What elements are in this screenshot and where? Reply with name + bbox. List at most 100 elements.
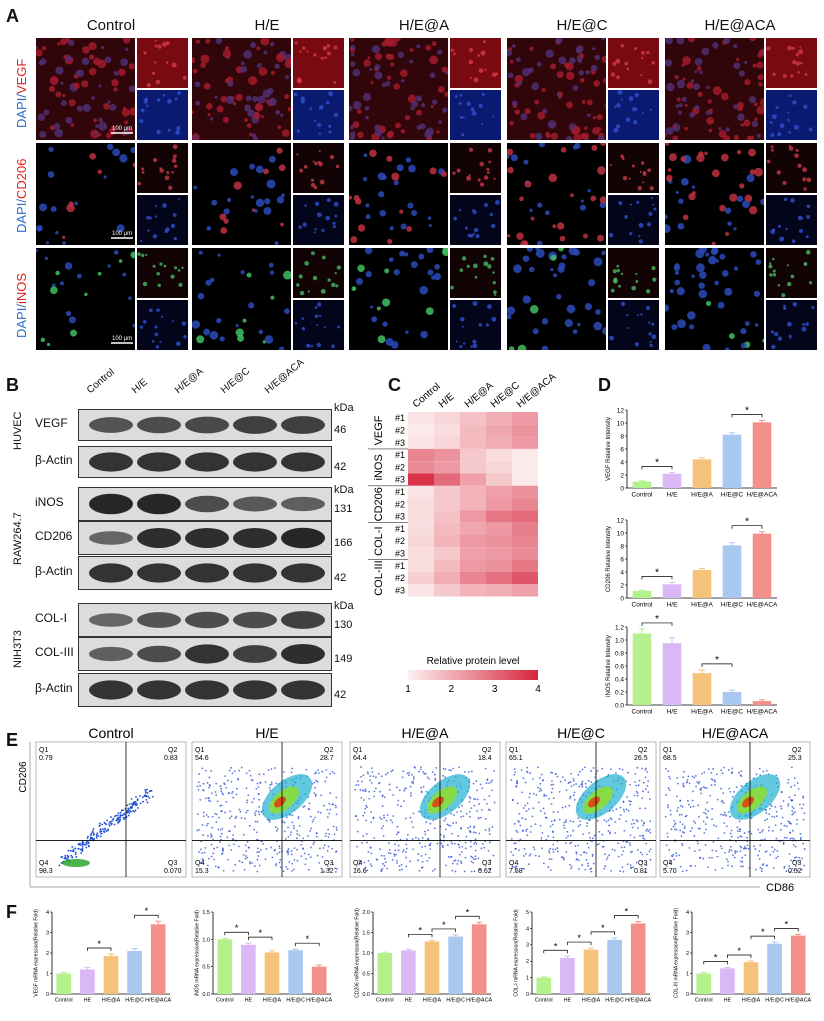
flow-event	[793, 869, 795, 872]
flow-event	[396, 825, 399, 828]
flow-event	[569, 797, 572, 800]
flow-event	[74, 853, 77, 856]
heatmap-rep-label: #1	[395, 524, 405, 534]
flow-event	[472, 782, 475, 785]
y-tick-label: 0.5	[362, 971, 370, 977]
heatmap-group-label: CD206	[373, 487, 385, 521]
flow-event	[688, 803, 690, 806]
flow-event	[106, 819, 108, 822]
flow-event	[420, 855, 423, 857]
flow-event	[473, 843, 476, 845]
flow-event	[92, 838, 94, 841]
bar-H/E@C	[722, 545, 742, 598]
flow-event	[565, 851, 568, 854]
flow-event	[139, 802, 142, 805]
flow-event	[358, 863, 360, 866]
bar-H/E@A	[743, 962, 759, 994]
flow-event	[249, 861, 252, 863]
flow-event	[384, 861, 387, 864]
significance-star: *	[655, 566, 659, 578]
flow-event	[722, 802, 725, 804]
flow-event	[107, 829, 109, 832]
flow-event	[423, 772, 426, 775]
heatmap-legend-tick: 3	[492, 684, 498, 695]
flow-event	[71, 846, 74, 848]
flow-event	[586, 842, 589, 845]
bar-H/E@C	[448, 936, 463, 994]
flow-event	[725, 814, 728, 817]
flow-event	[457, 859, 460, 862]
x-tick-label: Control	[632, 602, 654, 609]
flow-event	[669, 813, 672, 816]
flow-event	[723, 832, 726, 834]
x-tick-label: H/E	[667, 492, 679, 499]
flow-event	[326, 816, 329, 819]
flow-event	[405, 851, 407, 853]
flow-event	[643, 838, 646, 840]
flow-event	[458, 846, 461, 849]
flow-event	[534, 823, 537, 826]
flow-event	[803, 864, 806, 867]
flow-event	[639, 851, 642, 854]
flow-event	[604, 865, 607, 867]
flow-event	[322, 847, 325, 849]
flow-event	[379, 848, 381, 851]
flow-event	[199, 861, 202, 864]
significance-bracket	[543, 949, 568, 954]
flow-event	[288, 861, 291, 863]
flow-event	[367, 851, 370, 853]
flow-event	[791, 837, 794, 840]
flow-event	[375, 776, 377, 779]
flow-event	[513, 768, 516, 770]
flow-event	[678, 814, 681, 816]
flow-event	[648, 850, 651, 853]
flow-event	[787, 805, 790, 807]
flow-event	[255, 787, 258, 790]
flow-event	[422, 785, 425, 788]
flow-event	[620, 846, 623, 849]
flow-event	[405, 843, 408, 846]
flow-event	[143, 795, 146, 797]
bar-H/E@C	[767, 943, 782, 994]
flow-event	[260, 840, 263, 843]
flow-event	[453, 859, 455, 862]
flow-event	[721, 772, 724, 775]
flow-event	[700, 788, 702, 791]
flow-event	[334, 851, 337, 853]
quadrant-q2-label: Q2	[792, 747, 801, 754]
flow-event	[768, 813, 771, 816]
flow-event	[295, 837, 298, 840]
quadrant-q3-label: Q3	[324, 860, 333, 867]
flow-event	[564, 779, 567, 782]
flow-event	[85, 846, 88, 849]
flow-event	[633, 836, 636, 839]
flow-event	[82, 841, 85, 844]
flow-event	[788, 852, 791, 855]
heatmap-cell	[512, 559, 538, 572]
flow-event	[234, 817, 237, 820]
flow-event	[630, 867, 633, 870]
flow-event	[204, 797, 207, 800]
flow-event	[488, 841, 491, 844]
significance-star: *	[737, 946, 741, 957]
flow-event	[713, 784, 716, 786]
flow-event	[685, 781, 688, 783]
flow-event	[231, 772, 234, 775]
flow-event	[453, 814, 455, 817]
flow-event	[279, 858, 282, 861]
flow-event	[354, 815, 357, 818]
flow-event	[356, 845, 359, 848]
blot-band	[233, 645, 277, 663]
flow-event	[707, 810, 710, 812]
flow-event	[464, 856, 467, 859]
flow-event	[237, 845, 240, 848]
heatmap-cell	[460, 547, 486, 560]
flow-event	[746, 844, 749, 847]
blot-band	[281, 527, 325, 549]
flow-event	[465, 835, 468, 838]
flow-event	[379, 790, 382, 793]
bar-H/E@C	[288, 950, 303, 994]
flow-event	[313, 841, 316, 844]
flow-event	[67, 849, 70, 852]
flow-event	[442, 767, 445, 770]
